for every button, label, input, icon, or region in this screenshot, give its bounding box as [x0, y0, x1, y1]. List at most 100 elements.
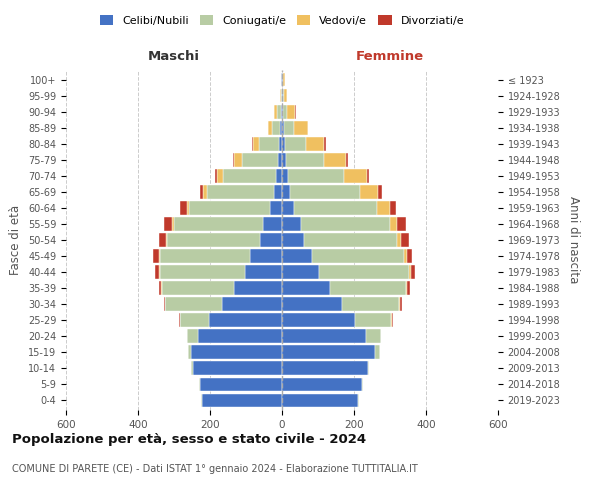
Bar — [164, 217, 172, 231]
Bar — [397, 233, 401, 247]
Bar — [268, 121, 272, 134]
Bar — [275, 169, 282, 182]
Bar — [282, 249, 311, 263]
Bar — [311, 249, 404, 263]
Bar — [301, 217, 390, 231]
Bar — [411, 266, 415, 279]
Bar — [235, 282, 282, 295]
Text: Maschi: Maschi — [148, 50, 200, 63]
Bar — [190, 201, 271, 214]
Bar — [293, 201, 377, 214]
Bar — [277, 105, 281, 118]
Bar — [284, 89, 287, 102]
Bar — [306, 137, 325, 150]
Bar — [378, 185, 382, 198]
Bar — [253, 137, 259, 150]
Bar — [407, 282, 410, 295]
Bar — [397, 217, 406, 231]
Bar — [250, 249, 282, 263]
Bar — [290, 185, 360, 198]
Text: Popolazione per età, sesso e stato civile - 2024: Popolazione per età, sesso e stato civil… — [12, 432, 366, 446]
Bar — [344, 169, 367, 182]
Bar — [279, 137, 282, 150]
Bar — [282, 378, 362, 391]
Bar — [407, 249, 412, 263]
Bar — [282, 153, 286, 166]
Bar — [358, 394, 359, 407]
Bar — [282, 346, 375, 359]
Bar — [368, 362, 370, 375]
Bar — [221, 298, 282, 311]
Bar — [199, 378, 200, 391]
Bar — [158, 282, 161, 295]
Bar — [280, 121, 282, 134]
Bar — [282, 362, 368, 375]
Bar — [234, 153, 242, 166]
Bar — [400, 298, 402, 311]
Bar — [162, 282, 235, 295]
Bar — [377, 201, 389, 214]
Bar — [159, 249, 160, 263]
Bar — [208, 185, 274, 198]
Bar — [274, 105, 277, 118]
Bar — [167, 233, 260, 247]
Bar — [187, 330, 199, 343]
Bar — [282, 73, 283, 86]
Bar — [200, 378, 282, 391]
Bar — [409, 266, 411, 279]
Bar — [160, 266, 245, 279]
Text: COMUNE DI PARETE (CE) - Dati ISTAT 1° gennaio 2024 - Elaborazione TUTTITALIA.IT: COMUNE DI PARETE (CE) - Dati ISTAT 1° ge… — [12, 464, 418, 474]
Bar — [389, 201, 396, 214]
Bar — [159, 233, 166, 247]
Bar — [166, 233, 167, 247]
Bar — [282, 169, 289, 182]
Bar — [260, 233, 282, 247]
Bar — [283, 89, 284, 102]
Bar — [282, 89, 283, 102]
Bar — [155, 266, 159, 279]
Bar — [282, 266, 319, 279]
Bar — [274, 185, 282, 198]
Bar — [282, 121, 284, 134]
Bar — [282, 314, 355, 327]
Legend: Celibi/Nubili, Coniugati/e, Vedovi/e, Divorziati/e: Celibi/Nubili, Coniugati/e, Vedovi/e, Di… — [95, 10, 469, 30]
Bar — [286, 153, 324, 166]
Bar — [282, 298, 343, 311]
Bar — [200, 185, 203, 198]
Bar — [202, 394, 282, 407]
Bar — [355, 314, 391, 327]
Bar — [271, 201, 282, 214]
Bar — [188, 346, 191, 359]
Bar — [360, 185, 378, 198]
Bar — [281, 73, 282, 86]
Bar — [215, 169, 217, 182]
Bar — [325, 137, 326, 150]
Bar — [280, 89, 281, 102]
Bar — [193, 362, 282, 375]
Bar — [406, 282, 407, 295]
Bar — [390, 217, 397, 231]
Y-axis label: Fasce di età: Fasce di età — [10, 205, 22, 275]
Bar — [304, 233, 397, 247]
Bar — [245, 266, 282, 279]
Bar — [404, 249, 407, 263]
Bar — [174, 217, 263, 231]
Bar — [401, 233, 409, 247]
Bar — [172, 217, 174, 231]
Bar — [191, 362, 193, 375]
Bar — [319, 266, 409, 279]
Bar — [154, 249, 159, 263]
Bar — [343, 298, 400, 311]
Bar — [282, 105, 283, 118]
Bar — [209, 314, 282, 327]
Bar — [191, 346, 282, 359]
Bar — [187, 201, 190, 214]
Bar — [263, 217, 282, 231]
Bar — [346, 153, 348, 166]
Bar — [289, 169, 344, 182]
Bar — [324, 153, 346, 166]
Text: Femmine: Femmine — [356, 50, 424, 63]
Bar — [283, 105, 287, 118]
Bar — [272, 121, 280, 134]
Bar — [284, 121, 294, 134]
